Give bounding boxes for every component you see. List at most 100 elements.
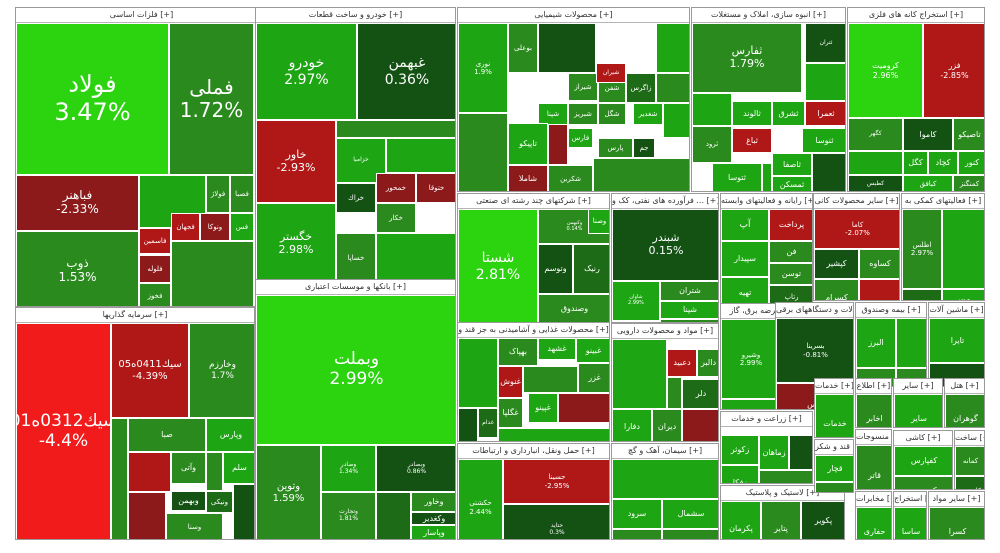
stock-tile[interactable]: خكار <box>376 203 416 233</box>
stock-tile[interactable]: کچاد <box>928 151 958 175</box>
sector[interactable]: بیمه وصندوق [+]البرزداناما <box>855 302 927 387</box>
sector[interactable]: منسوجات [+] قاتر <box>855 429 892 490</box>
stock-tile[interactable]: حسینا -2.95% <box>503 459 609 504</box>
stock-tile[interactable]: ثباغ <box>732 128 772 153</box>
stock-tile[interactable]: سپیدار <box>721 241 769 277</box>
stock-tile[interactable]: پرداخت <box>769 209 812 241</box>
sector[interactable]: خدمات [+] خدمات <box>814 378 854 438</box>
sector-title[interactable]: سایر محصولات کانی [+] <box>814 194 899 209</box>
stock-tile[interactable]: فملی 1.72% <box>169 23 254 175</box>
stock-tile[interactable]: ونیکی <box>206 491 233 513</box>
stock-tile[interactable]: ثنوسا <box>802 128 845 153</box>
stock-tile[interactable]: کطبس <box>848 175 903 191</box>
sector[interactable]: بانکها و موسسات اعتباری [+] وبملت 2.99% وتو… <box>255 279 456 540</box>
minor-stock-tile[interactable] <box>386 138 455 173</box>
stock-tile[interactable]: غپینو <box>528 393 558 423</box>
stock-tile[interactable]: شسپا <box>612 321 660 322</box>
stock-tile[interactable]: حکشتی 2.44% <box>458 459 503 539</box>
stock-tile[interactable]: ونوكا <box>200 213 230 241</box>
minor-stock-tile[interactable] <box>523 366 578 393</box>
sector[interactable]: سایر محصولات کانی [+] کاما -2.07% کسرام کپشی… <box>813 193 900 301</box>
sector[interactable]: مواد و محصولات دارویی [+] دعبید دالبر دفارا… <box>611 323 719 442</box>
stock-tile[interactable]: خراك <box>336 183 376 213</box>
stock-tile[interactable]: پارس <box>598 138 633 158</box>
stock-tile[interactable]: شتران <box>660 281 718 301</box>
stock-tile[interactable]: ساسا <box>894 507 926 539</box>
stock-tile[interactable]: شبریز <box>568 103 598 125</box>
stock-tile[interactable]: حفاری <box>856 507 891 539</box>
stock-tile[interactable]: نوری 1.9% <box>458 23 508 113</box>
stock-tile[interactable]: دالبر <box>697 349 718 377</box>
sector-title[interactable]: ساخت [+] <box>955 431 984 446</box>
sector[interactable]: سایر [+] سایر <box>893 378 943 428</box>
stock-tile[interactable]: فصبا <box>230 175 254 213</box>
stock-tile[interactable]: ثرود <box>692 126 732 163</box>
stock-tile[interactable]: سرود <box>612 499 662 529</box>
minor-stock-tile[interactable] <box>848 151 903 175</box>
stock-tile[interactable]: ساروم <box>612 529 662 539</box>
minor-stock-tile[interactable] <box>128 452 171 492</box>
stock-tile[interactable]: سایر <box>894 394 942 427</box>
sector-title[interactable]: سایر [+] <box>894 379 942 394</box>
sector[interactable]: محصولات غذایی و آشامیدنی به جز قند و [+]… <box>457 322 610 442</box>
stock-tile[interactable]: خاور -2.93% <box>256 120 336 203</box>
sector-title[interactable]: بیمه وصندوق [+] <box>856 303 926 318</box>
stock-tile[interactable]: خودرو 2.97% <box>256 23 357 120</box>
stock-tile[interactable]: وشیرو 2.99% <box>721 319 781 399</box>
stock-tile[interactable]: کبافق <box>903 175 953 191</box>
stock-tile[interactable]: فباهنر -2.33% <box>16 175 139 231</box>
stock-tile[interactable]: زکوثر <box>721 435 759 465</box>
stock-tile[interactable]: ثمسکن <box>772 176 812 191</box>
minor-stock-tile[interactable] <box>656 23 689 73</box>
stock-tile[interactable]: خمحور <box>376 173 416 203</box>
sector-title[interactable]: ماشین آلات و دستگاههای برقی [+] <box>776 303 853 318</box>
sector-title[interactable]: منسوجات [+] <box>856 430 891 445</box>
stock-tile[interactable]: وپاسار <box>411 525 455 539</box>
stock-tile[interactable]: کاموا <box>903 118 953 151</box>
stock-tile[interactable]: شپنا <box>538 103 568 125</box>
sector-title[interactable]: لاستیک و پلاستیک [+] <box>721 486 844 501</box>
sector[interactable]: سایر مواد [+] کسرا <box>928 491 985 540</box>
stock-tile[interactable]: فولاژ <box>206 175 230 213</box>
stock-tile[interactable]: ختوقا <box>416 173 455 203</box>
stock-tile[interactable]: فاسمین <box>139 228 171 254</box>
stock-tile[interactable]: کسرا <box>929 507 984 539</box>
stock-tile[interactable]: قزوین <box>815 482 853 492</box>
stock-tile[interactable]: قاتر <box>856 445 891 489</box>
stock-tile[interactable]: آپ <box>721 209 769 241</box>
stock-tile[interactable]: خدمات <box>815 394 853 437</box>
stock-tile[interactable]: وصندوق <box>538 294 609 322</box>
sector[interactable]: استخراج [+] ساسا <box>893 491 927 540</box>
minor-stock-tile[interactable] <box>692 93 732 126</box>
minor-stock-tile[interactable] <box>656 73 689 103</box>
stock-tile[interactable]: کسعدی <box>894 476 952 489</box>
stock-tile[interactable]: فارس <box>568 128 593 148</box>
stock-tile[interactable]: فخوز <box>139 283 171 306</box>
stock-tile[interactable]: اخابر <box>856 394 891 427</box>
minor-stock-tile[interactable] <box>458 408 478 441</box>
stock-tile[interactable]: کاسپین <box>955 476 984 489</box>
stock-tile[interactable]: سیك0312ه01-4.4% <box>16 323 111 539</box>
sector-title[interactable]: سیمان، آهک و گچ [+] <box>612 444 718 459</box>
sector-title[interactable]: انبوه سازی، املاک و مستغلات [+] <box>692 8 845 23</box>
stock-tile[interactable]: کمنگنز <box>953 175 984 191</box>
minor-stock-tile[interactable] <box>662 529 718 539</box>
minor-stock-tile[interactable] <box>612 339 667 409</box>
stock-tile[interactable]: کرومیت 2.96% <box>848 23 923 118</box>
sector-title[interactable]: قند و شکر [+] <box>815 440 853 455</box>
stock-tile[interactable]: وتجارت 1.81% <box>321 492 376 539</box>
stock-tile[interactable]: وکغدیر <box>411 512 455 525</box>
stock-tile[interactable]: رنیک <box>573 244 609 294</box>
stock-tile[interactable]: شگل <box>598 103 626 125</box>
stock-tile[interactable]: فس <box>230 213 254 241</box>
stock-tile[interactable]: شغدیر <box>633 103 663 125</box>
stock-tile[interactable]: ثشرق <box>772 101 805 126</box>
stock-tile[interactable]: کپشیر <box>814 249 859 279</box>
minor-stock-tile[interactable] <box>612 459 718 499</box>
sector-title[interactable]: ماشین آلات [+] <box>929 303 984 318</box>
sector-title[interactable]: زراعت و خدمات [+] <box>721 412 812 427</box>
stock-tile[interactable]: شاملا <box>508 165 548 191</box>
minor-stock-tile[interactable] <box>206 452 223 491</box>
stock-tile[interactable]: وصنا <box>588 209 609 234</box>
